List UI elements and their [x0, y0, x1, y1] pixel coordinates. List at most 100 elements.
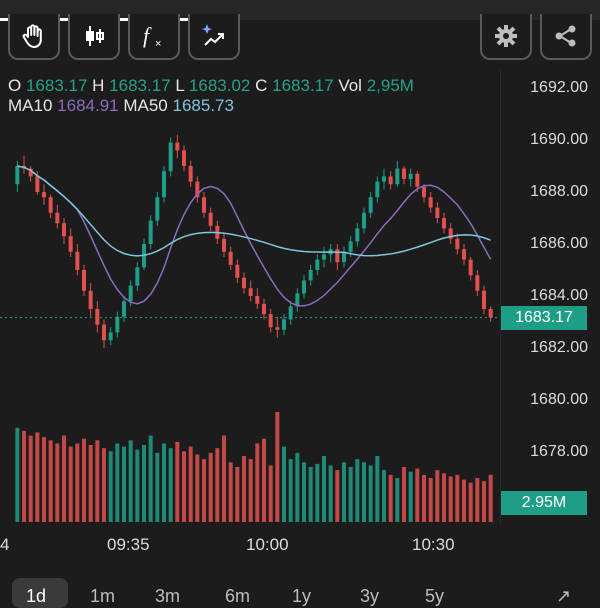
candle-body — [408, 173, 413, 179]
axis-divider — [500, 70, 501, 525]
candle-body — [202, 197, 206, 213]
candle-body — [155, 197, 160, 221]
candle-body — [62, 223, 66, 237]
volume-bar — [62, 435, 66, 522]
volume-bar — [168, 448, 173, 522]
candle-body — [368, 197, 373, 213]
open-label: O — [8, 76, 22, 95]
candle-body — [182, 150, 186, 166]
volume-bar — [242, 456, 246, 522]
magic-trend-button[interactable] — [188, 14, 240, 60]
candle-body — [195, 181, 200, 198]
volume-bar — [248, 459, 253, 522]
volume-bar — [388, 474, 393, 522]
time-tick: 09:35 — [107, 535, 150, 554]
volume-bar — [202, 459, 206, 522]
time-tick: 10:30 — [412, 535, 455, 554]
candle-body — [222, 238, 226, 252]
volume-bar — [402, 467, 406, 522]
candle-body — [315, 259, 320, 270]
volume-bar — [375, 456, 380, 522]
volume-bar — [448, 476, 453, 522]
ma10-label: MA10 — [8, 96, 53, 115]
time-tick: 4 — [0, 535, 10, 554]
volume-bar — [175, 441, 180, 522]
candle-body — [395, 168, 400, 185]
share-button[interactable] — [540, 14, 592, 60]
high-label: H — [92, 76, 105, 95]
candle-body — [288, 306, 293, 320]
timeframe-bar: 1d 1m 3m 6m 1y 3y 5y ↗ — [0, 578, 600, 606]
volume-bar — [102, 448, 106, 522]
timeframe-5y[interactable]: 5y — [425, 586, 445, 606]
volume-bar — [368, 465, 373, 522]
volume-bar — [215, 448, 220, 522]
volume-bar — [362, 462, 366, 522]
volume-bar — [295, 452, 300, 522]
candle-body — [468, 259, 473, 276]
volume-bar — [122, 446, 126, 522]
candle-body — [242, 277, 246, 289]
settings-button[interactable] — [480, 14, 532, 60]
share-icon — [555, 25, 576, 47]
current-price-tag: 1683.17 — [501, 306, 587, 330]
price-tick: 1682.00 — [530, 339, 588, 356]
volume-tag: 2.95M — [501, 491, 587, 515]
candle-body — [175, 142, 180, 151]
volume-bar — [55, 443, 60, 522]
candle-body — [255, 296, 260, 304]
timeframe-1y[interactable]: 1y — [292, 586, 312, 606]
price-tick: 1680.00 — [530, 391, 588, 408]
volume-bar — [15, 427, 20, 522]
function-button[interactable]: f × — [128, 14, 180, 60]
candlestick-button[interactable] — [68, 14, 120, 60]
volume-value: 2,95M — [366, 76, 414, 95]
volume-bar — [442, 473, 446, 522]
volume-bar — [382, 470, 386, 522]
timeframe-6m[interactable]: 6m — [225, 586, 251, 606]
timeframe-3y[interactable]: 3y — [360, 586, 380, 606]
candle-body — [115, 316, 120, 333]
gear-icon — [495, 25, 517, 47]
candle-body — [235, 264, 240, 278]
ma50-value: 1685.73 — [172, 96, 234, 115]
close-value: 1683.17 — [272, 76, 334, 95]
candle-body — [95, 309, 100, 325]
candle-body — [15, 166, 20, 185]
candle-body — [422, 186, 426, 198]
candle-body — [68, 236, 73, 252]
candle-body — [162, 171, 166, 198]
timeframe-1m[interactable]: 1m — [90, 586, 116, 606]
volume-bar — [75, 443, 80, 522]
candle-body — [88, 290, 93, 309]
candle-body — [488, 309, 493, 318]
volume-bar — [328, 465, 333, 522]
candle-body — [275, 327, 280, 330]
volume-bar — [108, 451, 113, 522]
timeframe-3m[interactable]: 3m — [155, 586, 181, 606]
expand-icon[interactable]: ↗ — [556, 586, 572, 606]
volume-bar — [308, 467, 313, 522]
ma50-label: MA50 — [123, 96, 168, 115]
volume-bar — [188, 446, 193, 522]
candle-body — [248, 288, 253, 296]
candle-body — [415, 173, 420, 187]
price-tick: 1678.00 — [530, 443, 588, 460]
candle-body — [188, 166, 193, 182]
volume-bar — [408, 471, 413, 522]
ma10-value: 1684.91 — [57, 96, 119, 115]
hand-tool-button[interactable] — [8, 14, 60, 60]
price-tick: 1690.00 — [530, 131, 588, 148]
candle-body — [402, 168, 406, 179]
candle-body — [82, 270, 86, 291]
volume-bar — [48, 440, 53, 522]
timeframe-1d[interactable]: 1d — [26, 586, 47, 606]
volume-bar — [255, 443, 260, 522]
volume-bar — [275, 412, 280, 522]
svg-text:f: f — [143, 23, 152, 48]
candle-body — [302, 280, 306, 294]
volume-bar — [455, 474, 460, 522]
volume-bar — [162, 443, 166, 522]
close-label: C — [255, 76, 268, 95]
